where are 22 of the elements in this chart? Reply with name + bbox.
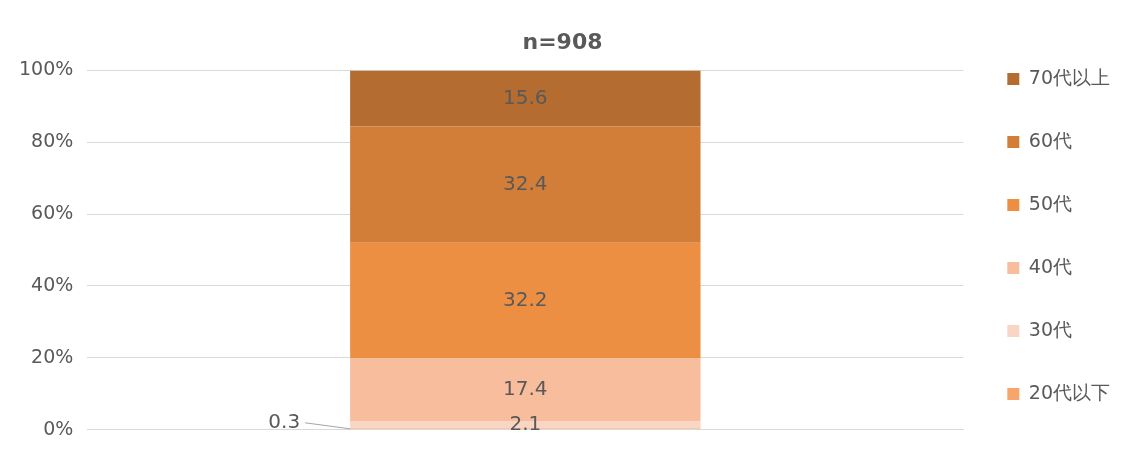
legend-label: 70代以上: [1028, 65, 1111, 88]
bar: [350, 126, 701, 243]
data-label: 15.6: [503, 84, 548, 109]
y-tick-label: 20%: [31, 344, 74, 367]
legend-label: 60代: [1028, 128, 1073, 151]
legend-label: 50代: [1028, 191, 1073, 214]
data-label: 17.4: [503, 375, 548, 400]
data-label: 0.3: [268, 409, 301, 434]
chart-title: n=908: [522, 28, 603, 54]
bar: [350, 242, 701, 359]
y-tick-label: 100%: [18, 57, 74, 80]
legend-label: 40代: [1028, 254, 1073, 277]
legend-label: 20代以下: [1028, 380, 1111, 403]
y-tick-label: 60%: [31, 201, 74, 224]
data-label: 2.1: [509, 410, 542, 435]
y-tick-label: 80%: [31, 129, 74, 152]
data-label: 32.2: [503, 286, 548, 311]
legend-label: 30代: [1028, 317, 1073, 340]
y-tick-label: 0%: [43, 416, 74, 439]
bar: [350, 70, 701, 127]
y-tick-label: 40%: [31, 272, 74, 295]
data-label: 32.4: [503, 170, 548, 195]
